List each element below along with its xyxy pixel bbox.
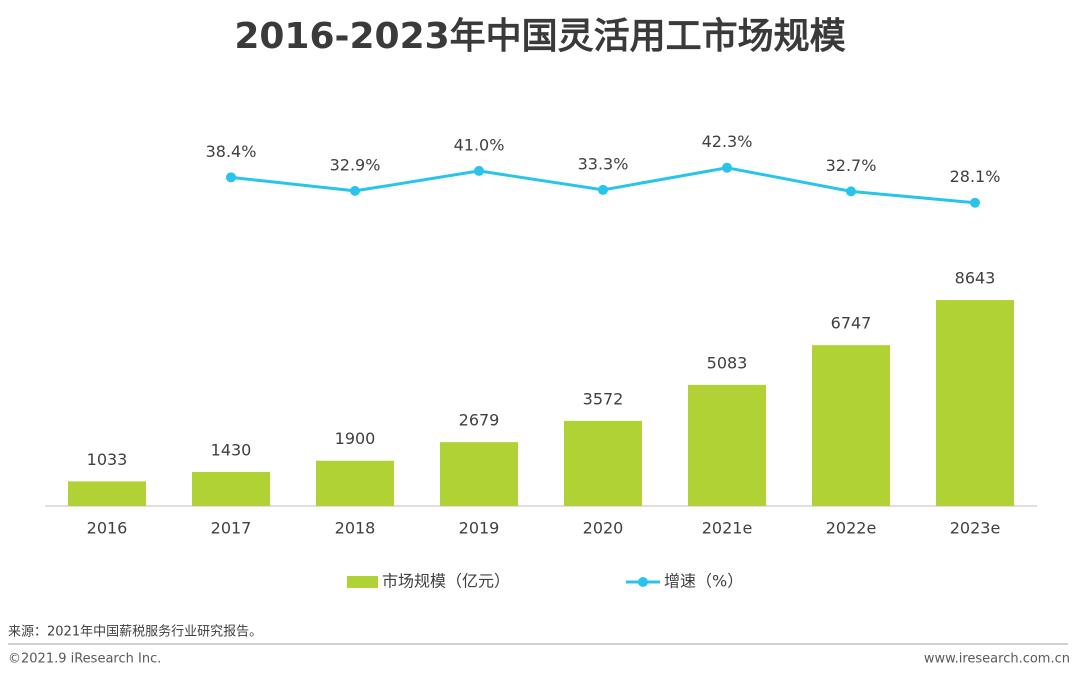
x-tick-label: 2021e [702,519,753,538]
bar [936,300,1014,506]
data-label: 5083 [707,353,748,372]
legend-label: 增速（%） [664,572,743,591]
x-tick-label: 2023e [950,519,1001,538]
line-point [226,172,236,183]
x-tick-label: 2016 [87,519,128,538]
legend-label: 市场规模（亿元） [382,572,510,591]
bar [564,420,642,506]
legend-swatch [347,576,378,588]
data-label: 32.9% [330,155,381,174]
bar [316,460,394,506]
data-label: 1430 [211,440,252,459]
line-point [722,162,732,173]
data-label: 41.0% [454,135,505,154]
line-point [598,184,608,195]
data-label: 28.1% [950,167,1001,186]
x-tick-label: 2018 [335,519,376,538]
bar [688,384,766,506]
line-point [350,185,360,196]
source-note: 来源：2021年中国薪税服务行业研究报告。 [8,624,262,640]
x-tick-label: 2020 [583,519,624,538]
website: www.iresearch.com.cn [924,652,1070,667]
legend-swatch [638,577,648,587]
copyright: ©2021.9 iResearch Inc. [8,652,161,667]
data-label: 2679 [459,411,500,430]
data-label: 42.3% [702,132,753,151]
line-point [474,165,484,176]
data-label: 3572 [583,389,624,408]
chart-title: 2016-2023年中国灵活用工市场规模 [234,16,845,57]
data-label: 1900 [335,429,376,448]
data-label: 6747 [831,314,872,333]
bar [440,442,518,506]
line-point [846,186,856,197]
data-label: 8643 [955,269,996,288]
bar [68,481,146,506]
x-tick-label: 2022e [826,519,877,538]
x-tick-label: 2019 [459,519,500,538]
data-label: 32.7% [826,156,877,175]
data-label: 1033 [87,450,128,469]
x-tick-label: 2017 [211,519,252,538]
data-label: 38.4% [206,142,257,161]
bar [192,471,270,506]
bar [812,345,890,506]
data-label: 33.3% [578,154,629,173]
line-point [970,197,980,208]
